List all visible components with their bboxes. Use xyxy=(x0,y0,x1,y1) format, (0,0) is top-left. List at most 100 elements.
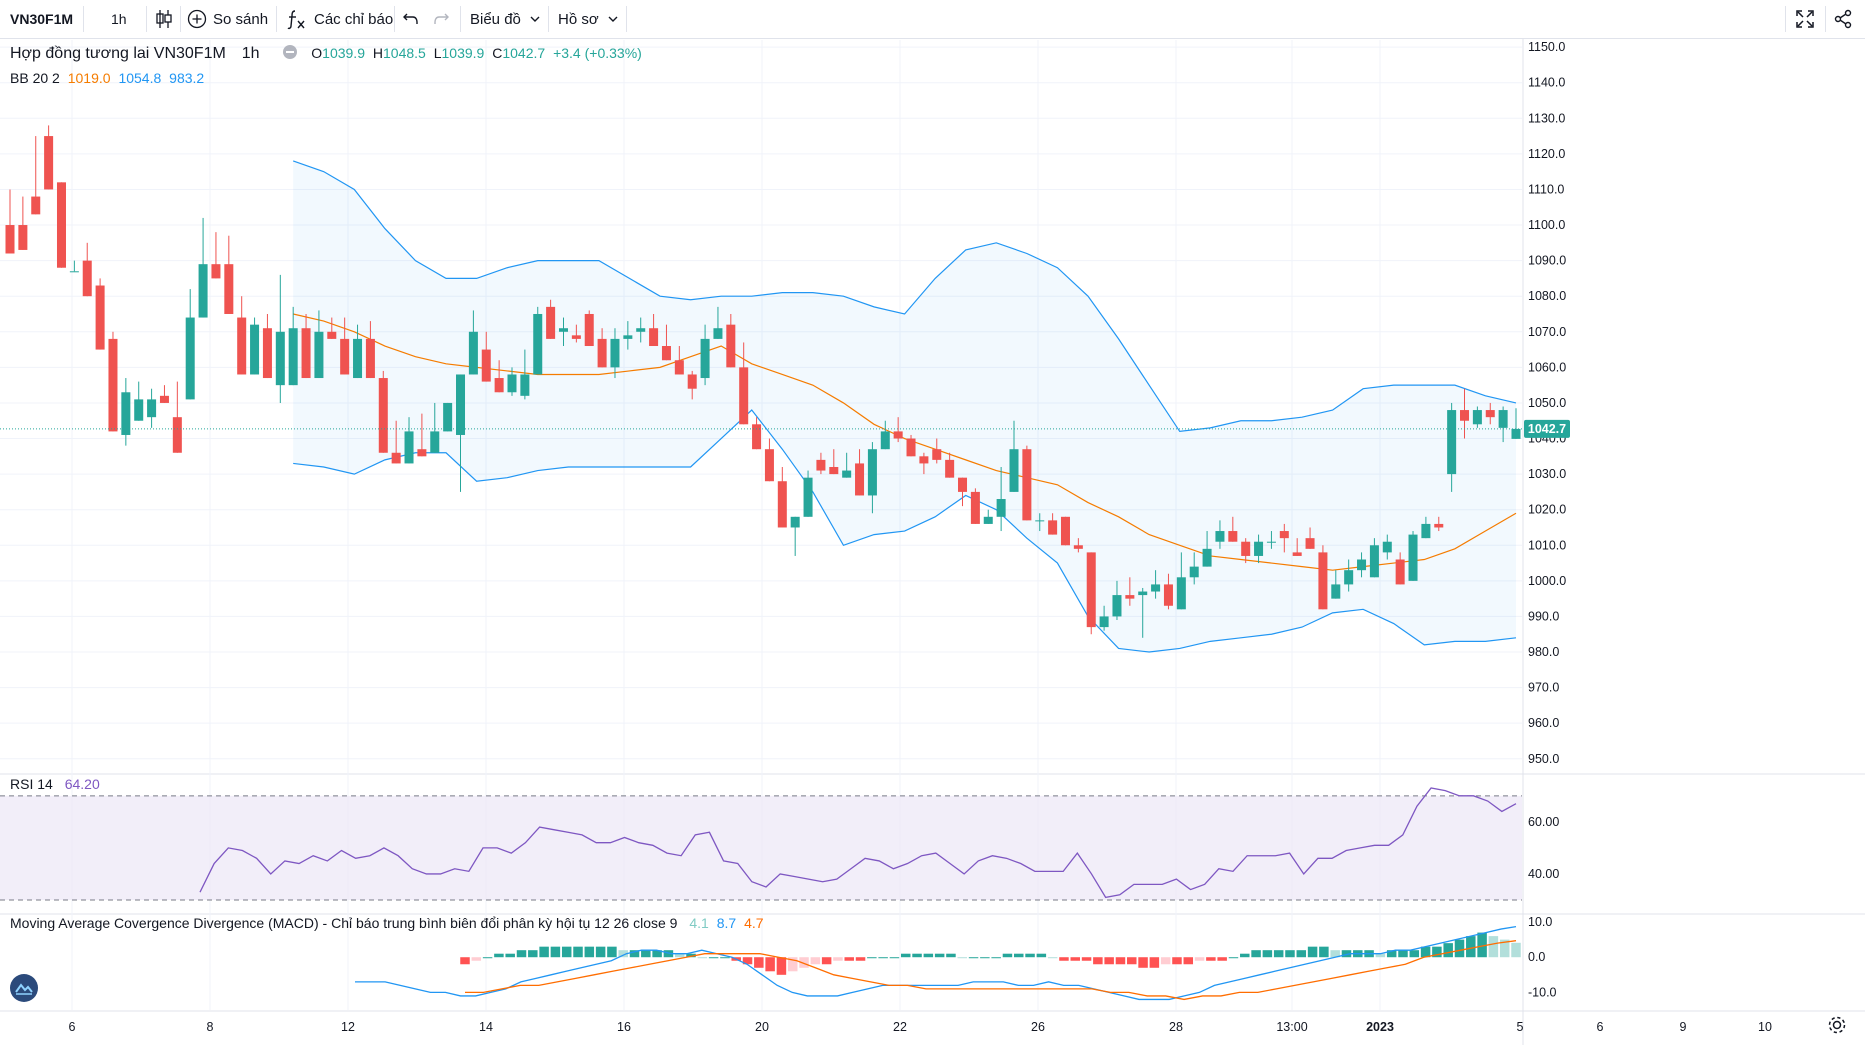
candle-body xyxy=(1189,566,1199,578)
candle-body xyxy=(803,477,813,517)
bollinger-bands xyxy=(292,160,1517,653)
price-tick-label: 1100.0 xyxy=(1528,218,1565,232)
macd-hist-bar xyxy=(1104,957,1114,965)
macd-hist-bar xyxy=(968,957,979,959)
macd-line xyxy=(355,925,1517,1001)
macd-hist-bar xyxy=(1036,953,1047,958)
macd-hist-bar xyxy=(652,950,662,958)
macd-tick-label: 10.0 xyxy=(1528,915,1552,929)
bb-label: BB 20 2 xyxy=(10,70,60,86)
candle-body xyxy=(829,466,839,475)
candle-body xyxy=(481,349,491,382)
candle-body xyxy=(867,449,877,496)
candle-body xyxy=(1266,541,1276,543)
macd-hist-bar xyxy=(516,950,527,958)
candle-body xyxy=(340,338,350,375)
macd-hist-bar xyxy=(482,957,493,959)
chevron-down-icon xyxy=(608,16,618,22)
close-label: C xyxy=(492,45,503,61)
macd-hist-bar xyxy=(1330,950,1340,958)
macd-hist-bar xyxy=(923,953,934,958)
collapse-icon[interactable] xyxy=(283,45,298,59)
legend-title: Hợp đồng tương lai VN30F1M xyxy=(10,45,226,62)
time-tick-label: 9 xyxy=(1680,1020,1687,1034)
macd-hist-bar xyxy=(821,957,832,965)
macd-legend: Moving Average Covergence Divergence (MA… xyxy=(10,915,768,931)
candle-body xyxy=(159,395,169,403)
bb-mid-line xyxy=(293,313,1517,571)
rsi-band-fill xyxy=(0,795,1522,900)
candle-body xyxy=(571,335,581,339)
macd-hist-bar xyxy=(1296,950,1307,958)
toolbar-divider xyxy=(83,6,84,32)
macd-hist-bar xyxy=(776,957,787,975)
macd-hist-bar xyxy=(787,957,798,972)
rsi-tick-label: 60.00 xyxy=(1528,815,1559,829)
macd-hist-bar xyxy=(641,950,651,958)
price-tick-label: 1060.0 xyxy=(1528,360,1566,374)
macd-hist-bar xyxy=(550,946,561,958)
candle-body xyxy=(275,331,285,386)
candle-body xyxy=(958,477,968,492)
price-tick-label: 1050.0 xyxy=(1528,396,1566,410)
price-tick-label: 1030.0 xyxy=(1528,467,1566,481)
symbol-label[interactable]: VN30F1M xyxy=(10,11,74,27)
macd-hist-bar xyxy=(844,957,854,961)
candle-body xyxy=(44,136,54,190)
profile-menu-button[interactable]: Hồ sơ xyxy=(558,0,619,38)
rsi-line xyxy=(199,787,1517,899)
rsi-value: 64.20 xyxy=(64,776,100,792)
candles-type-button[interactable] xyxy=(151,0,177,38)
undo-button[interactable] xyxy=(402,0,420,38)
logo-icon xyxy=(15,983,33,995)
toolbar-divider xyxy=(276,6,277,32)
candle-body xyxy=(1460,410,1470,421)
price-tick-label: 1120.0 xyxy=(1528,147,1565,161)
time-tick-label: 8 xyxy=(207,1020,214,1034)
candle-body xyxy=(391,452,401,464)
interval-button[interactable]: 1h xyxy=(111,11,127,27)
macd-hist-bar xyxy=(980,957,990,959)
macd-hist-bar xyxy=(1115,957,1126,965)
bb-lower-value: 983.2 xyxy=(169,70,205,86)
price-tick-label: 980.0 xyxy=(1528,645,1559,659)
indicators-button[interactable]: Các chỉ báo xyxy=(286,0,393,38)
macd-hist-bar xyxy=(1172,957,1182,965)
candle-body xyxy=(906,438,916,457)
settings-button[interactable] xyxy=(1826,1014,1852,1040)
compare-label: So sánh xyxy=(213,10,269,28)
last-price-tag-text: 1042.7 xyxy=(1528,422,1566,436)
macd-hist-bar xyxy=(1081,957,1092,961)
candle-body xyxy=(1318,552,1328,610)
macd-hist-bar xyxy=(1386,950,1397,958)
macd-tick-label: 0.0 xyxy=(1528,950,1545,964)
candle-body xyxy=(1434,523,1444,528)
redo-button[interactable] xyxy=(432,0,450,38)
fullscreen-button[interactable] xyxy=(1795,0,1815,38)
candle-body xyxy=(185,317,195,400)
candles-icon xyxy=(156,10,172,28)
candle-body xyxy=(1279,531,1289,539)
share-button[interactable] xyxy=(1834,0,1852,38)
macd-hist-bar xyxy=(1228,957,1239,959)
macd-hist-bar xyxy=(1285,950,1295,958)
macd-hist-bar xyxy=(494,953,504,958)
chart-menu-button[interactable]: Biểu đồ xyxy=(470,0,541,38)
candle-body xyxy=(262,328,272,379)
macd-hist-bar xyxy=(742,957,753,965)
candle-body xyxy=(31,196,41,215)
candle-body xyxy=(237,317,247,375)
candle-body xyxy=(880,431,890,450)
candle-body xyxy=(623,335,633,339)
candle-body xyxy=(790,516,800,528)
price-tick-label: 970.0 xyxy=(1528,681,1559,695)
price-tick-label: 1020.0 xyxy=(1528,503,1566,517)
compare-button[interactable]: So sánh xyxy=(187,0,268,38)
price-tick-label: 1000.0 xyxy=(1528,574,1566,588)
time-tick-label: 2023 xyxy=(1366,1020,1394,1034)
candle-body xyxy=(1254,541,1264,556)
rsi-tick-label: 40.00 xyxy=(1528,867,1559,881)
brand-logo[interactable] xyxy=(10,974,38,1002)
macd-hist-bar xyxy=(561,946,572,958)
